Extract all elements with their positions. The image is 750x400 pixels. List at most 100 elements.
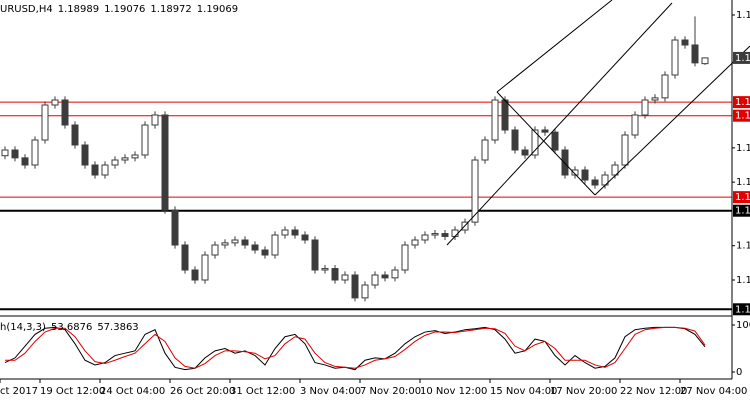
x-tick-label: 26 Oct 20:00 xyxy=(170,386,235,397)
candle-body xyxy=(91,164,99,176)
candle-body xyxy=(471,159,479,223)
candle-body xyxy=(671,39,679,76)
candle-body xyxy=(311,239,319,271)
y-tick-label: 1.1 xyxy=(736,177,750,188)
x-tick-label: 15 Nov 04:00 xyxy=(490,386,557,397)
pitchfork-handle xyxy=(496,91,596,196)
symbol: URUSD,H4 xyxy=(0,4,53,15)
candle-body xyxy=(191,269,199,281)
y-tick-label: 1.1 xyxy=(736,241,750,252)
x-tick-label: 22 Nov 12:00 xyxy=(620,386,687,397)
y-tick-label: 1.1 xyxy=(736,143,750,154)
chart-header: URUSD,H4 1.18989 1.19076 1.18972 1.19069 xyxy=(0,4,238,15)
candle-body xyxy=(61,99,69,126)
x-tick-label: 3 Nov 04:00 xyxy=(300,386,361,397)
level-label-box xyxy=(733,303,750,316)
candle-body xyxy=(591,179,599,186)
candle-body xyxy=(341,274,349,281)
candle-body xyxy=(491,99,499,141)
indicator-line xyxy=(4,326,706,371)
candle-body xyxy=(431,233,439,236)
last-price-box xyxy=(733,51,750,64)
pitchfork-upper xyxy=(496,0,613,93)
candle-body xyxy=(391,269,399,279)
candle-body xyxy=(481,139,489,161)
level-label: 1.1 xyxy=(735,111,750,122)
candle-body xyxy=(141,124,149,156)
last-low: 1.18972 xyxy=(150,4,191,15)
candle-body xyxy=(231,239,239,244)
last-price-label: 1.1 xyxy=(735,53,750,64)
candle-body xyxy=(521,149,529,156)
candle-body xyxy=(321,268,329,271)
candle-body xyxy=(331,268,339,281)
candle-body xyxy=(271,234,279,256)
candle-body xyxy=(261,249,269,256)
level-label: 1.1 xyxy=(735,304,750,315)
candle-body xyxy=(641,99,649,116)
pitchfork-lower xyxy=(594,45,750,196)
level-label: 1.1 xyxy=(735,206,750,217)
candle-body xyxy=(131,154,139,159)
candle-body xyxy=(401,244,409,271)
candle-body xyxy=(181,244,189,271)
indicator-header: h(14,3,3) 53.6876 57.3863 xyxy=(0,322,139,333)
last-open: 1.18989 xyxy=(58,4,99,15)
candle-body xyxy=(201,254,209,281)
candle-body xyxy=(661,74,669,99)
level-label-box xyxy=(733,96,750,109)
level-label-box xyxy=(733,204,750,217)
candle-body xyxy=(541,129,549,133)
candle-body xyxy=(241,239,249,246)
candle-body xyxy=(621,134,629,166)
y-tick-label: 1.1 xyxy=(736,10,750,21)
candle-body xyxy=(161,114,169,211)
x-tick-label: 17 Nov 20:00 xyxy=(550,386,617,397)
candle-body xyxy=(21,157,29,166)
candle-body xyxy=(371,274,379,286)
candle-body xyxy=(11,149,19,159)
candle-body xyxy=(411,239,419,246)
indicator-y-tick-label: 0 xyxy=(736,367,742,378)
candle-body xyxy=(1,149,9,157)
candle-body xyxy=(51,99,59,106)
candle-body xyxy=(501,99,509,131)
x-tick-label: 27 Nov 04:00 xyxy=(680,386,747,397)
candle-body xyxy=(151,114,159,126)
candle-body xyxy=(31,139,39,166)
indicator-main-value: 53.6876 xyxy=(51,322,92,333)
indicator-name: h(14,3,3) xyxy=(0,322,46,333)
candle-body xyxy=(551,131,559,151)
candle-body xyxy=(531,129,539,156)
x-tick-label: 24 Oct 04:00 xyxy=(100,386,165,397)
last-high: 1.19076 xyxy=(104,4,145,15)
level-label-box xyxy=(733,109,750,122)
plot-area xyxy=(0,16,732,371)
candle-body xyxy=(651,97,659,101)
candle-body xyxy=(611,164,619,176)
x-tick-label: 7 Nov 20:00 xyxy=(360,386,421,397)
candle-body xyxy=(581,169,589,181)
candle-body xyxy=(251,244,259,251)
overlay: 1.1 1.1 1.1 1.1 1.1 1.1 1.1 1.1 1.1 1.1 1.1 ct 2017… xyxy=(0,10,750,397)
candle-body xyxy=(281,229,289,236)
candle-body xyxy=(221,242,229,246)
last-close: 1.19069 xyxy=(197,4,238,15)
candle-body xyxy=(111,159,119,166)
pitchfork xyxy=(446,0,750,246)
candle-body xyxy=(421,234,429,241)
candle-body xyxy=(381,274,389,279)
candle-body xyxy=(71,124,79,146)
indicator-signal-value: 57.3863 xyxy=(97,322,138,333)
candle-body xyxy=(441,233,449,237)
candle-body xyxy=(41,104,49,141)
candle-body xyxy=(681,39,689,46)
level-label: 1.1 xyxy=(735,97,750,108)
candle-body xyxy=(511,129,519,151)
candle-body xyxy=(81,144,89,166)
candle-body xyxy=(121,157,129,161)
candle-body xyxy=(701,57,709,65)
candle-body xyxy=(361,284,369,299)
